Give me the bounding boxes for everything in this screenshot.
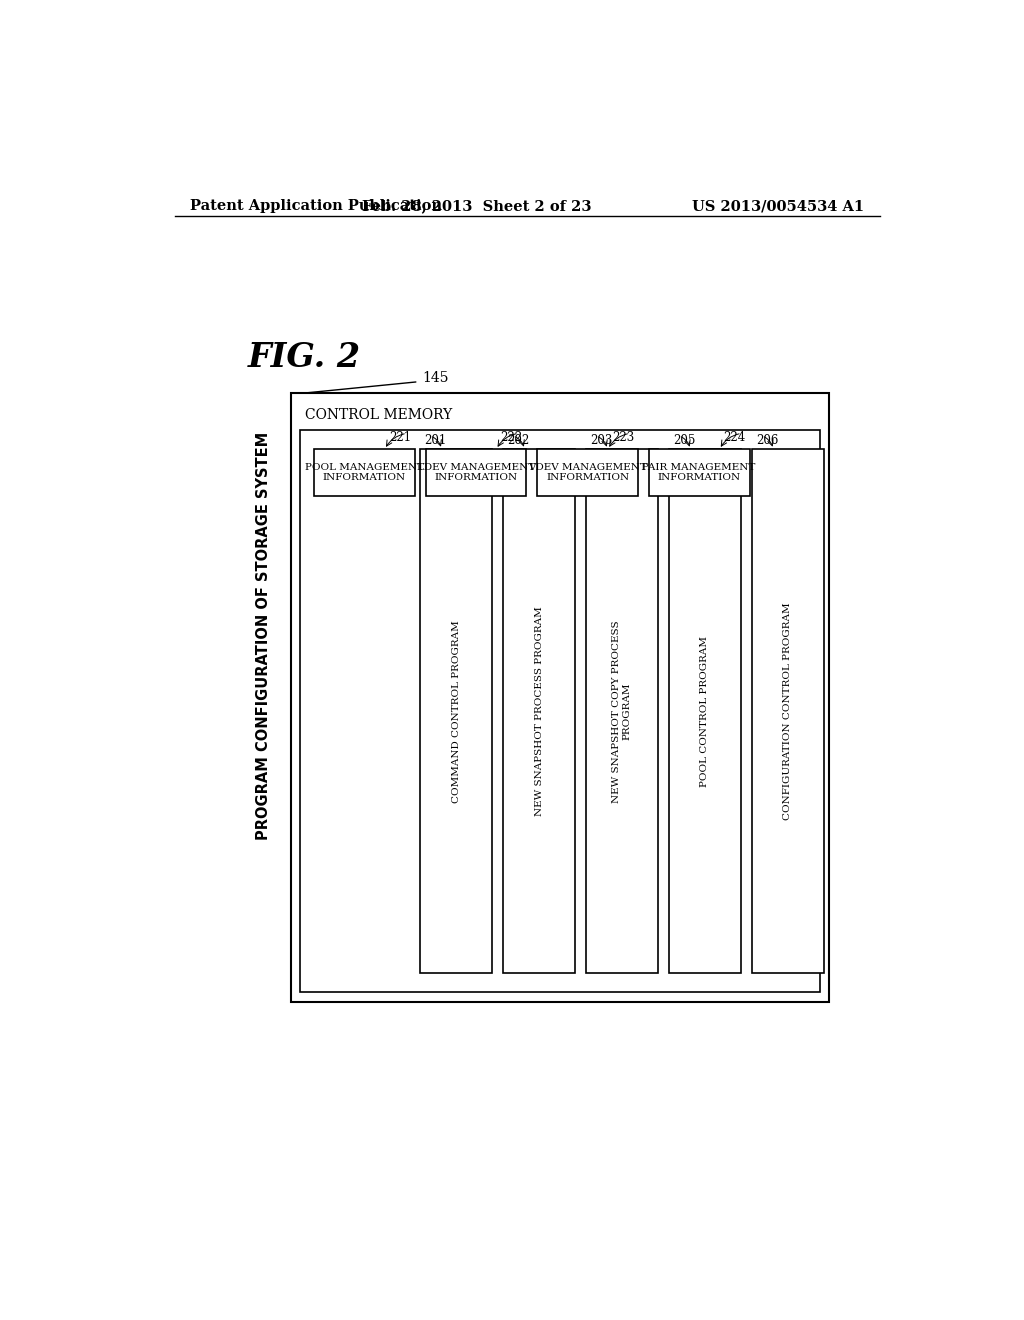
Bar [538, 449, 638, 496]
Text: 206: 206 [756, 434, 778, 446]
Text: CONFIGURATION CONTROL PROGRAM: CONFIGURATION CONTROL PROGRAM [783, 602, 793, 820]
Text: PROGRAM CONFIGURATION OF STORAGE SYSTEM: PROGRAM CONFIGURATION OF STORAGE SYSTEM [256, 432, 271, 840]
Text: NEW SNAPSHOT PROCESS PROGRAM: NEW SNAPSHOT PROCESS PROGRAM [535, 606, 544, 816]
Text: Patent Application Publication: Patent Application Publication [190, 199, 442, 213]
Bar [586, 450, 658, 973]
Bar [420, 450, 493, 973]
Text: LDEV MANAGEMENT
INFORMATION: LDEV MANAGEMENT INFORMATION [417, 463, 536, 482]
Text: Feb. 28, 2013  Sheet 2 of 23: Feb. 28, 2013 Sheet 2 of 23 [362, 199, 592, 213]
Text: 205: 205 [673, 434, 695, 446]
Bar [291, 393, 829, 1002]
Text: NEW SNAPSHOT COPY PROCESS
PROGRAM: NEW SNAPSHOT COPY PROCESS PROGRAM [612, 620, 632, 803]
Text: 145: 145 [423, 371, 449, 385]
Text: POOL MANAGEMENT
INFORMATION: POOL MANAGEMENT INFORMATION [305, 463, 424, 482]
Text: VDEV MANAGEMENT
INFORMATION: VDEV MANAGEMENT INFORMATION [528, 463, 647, 482]
Text: 221: 221 [389, 432, 411, 445]
Bar [649, 449, 750, 496]
Bar [314, 449, 415, 496]
Text: 201: 201 [424, 434, 446, 446]
Text: 202: 202 [507, 434, 529, 446]
Text: 203: 203 [590, 434, 612, 446]
Text: CONTROL MEMORY: CONTROL MEMORY [305, 408, 452, 422]
Text: POOL CONTROL PROGRAM: POOL CONTROL PROGRAM [700, 636, 710, 787]
Bar [300, 430, 820, 993]
Bar [426, 449, 526, 496]
Text: 224: 224 [723, 432, 745, 445]
Text: COMMAND CONTROL PROGRAM: COMMAND CONTROL PROGRAM [452, 620, 461, 803]
Text: 222: 222 [501, 432, 522, 445]
Text: PAIR MANAGEMENT
INFORMATION: PAIR MANAGEMENT INFORMATION [642, 463, 756, 482]
Text: 223: 223 [611, 432, 634, 445]
Bar [669, 450, 741, 973]
Text: US 2013/0054534 A1: US 2013/0054534 A1 [692, 199, 864, 213]
Bar [752, 450, 824, 973]
Bar [503, 450, 575, 973]
Text: FIG. 2: FIG. 2 [248, 341, 361, 374]
